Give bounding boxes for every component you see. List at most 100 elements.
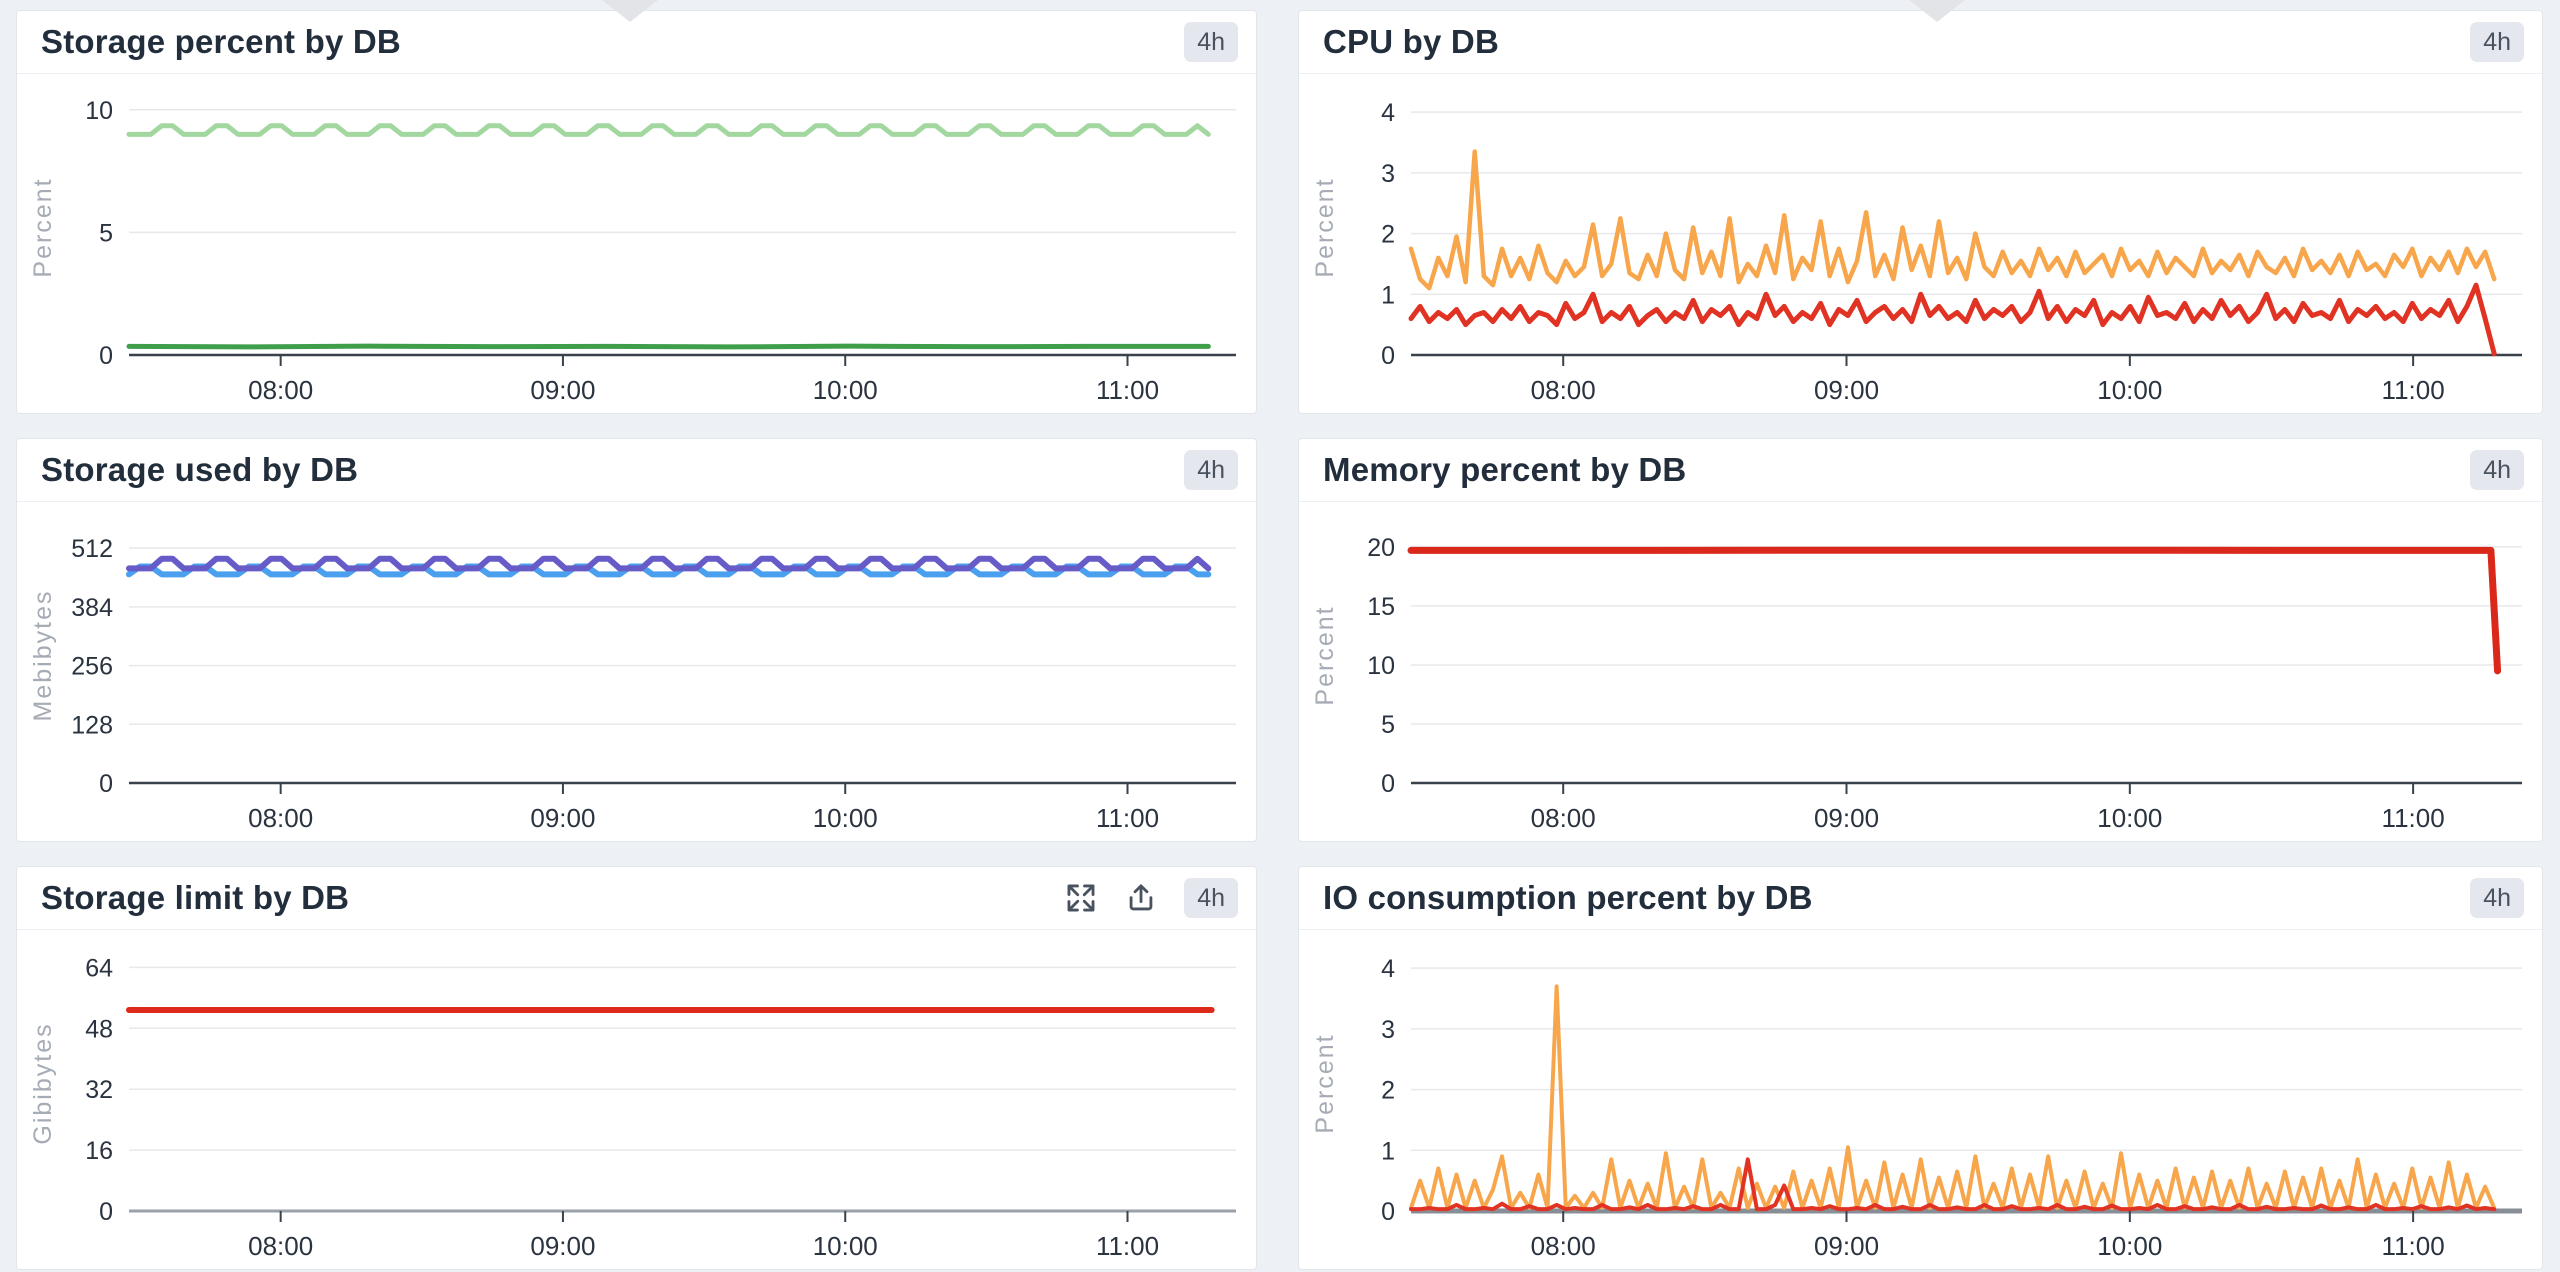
chart-area[interactable]: 08:00 09:00 10:00 11:00 0 1 2 3 4 Percent [1299,930,2542,1269]
series-db-2 [1408,282,2497,357]
y-tick-label: 2 [1381,1077,1395,1105]
x-tick-label: 08:00 [1531,803,1596,833]
y-tick-label: 4 [1381,99,1395,127]
expand-icon [1067,884,1095,912]
y-tick-label: 512 [71,535,113,563]
time-range-badge[interactable]: 4h [1184,878,1238,918]
x-tick-label: 11:00 [2382,1231,2445,1261]
panel-title: Storage limit by DB [41,879,350,916]
panel-title: Storage used by DB [41,451,359,488]
chart-area[interactable]: 08:00 09:00 10:00 11:00 0 128 256 384 512 Mebibyt… [17,502,1256,841]
x-tick-label: 09:00 [1814,1231,1879,1261]
chart-area[interactable]: 08:00 09:00 10:00 11:00 0 1 2 3 4 Percent [1299,74,2542,413]
time-range-badge[interactable]: 4h [2470,22,2524,62]
chart-area[interactable]: 08:00 09:00 10:00 11:00 0 5 10 Percent [17,74,1256,413]
panel-controls: 4h [1064,878,1238,918]
panel-title: Memory percent by DB [1323,451,1687,488]
x-tick-label: 10:00 [2097,375,2162,405]
x-tick-label: 08:00 [1531,375,1596,405]
chart-panel-storage-percent: Storage percent by DB 4h 08:00 09:00 10:00… [16,10,1257,414]
panel-header: Storage used by DB 4h [17,439,1256,502]
y-axis-label: Gibibytes [29,1022,57,1144]
x-tick-label: 10:00 [813,1231,878,1261]
panel-header: Storage limit by DB 4h [17,867,1256,930]
export-icon [1129,884,1153,911]
x-tick-label: 10:00 [2097,1231,2162,1261]
y-tick-label: 0 [99,1198,113,1226]
y-tick-label: 0 [1381,1198,1395,1226]
chart-panel-io-consumption: IO consumption percent by DB 4h 08:00 09:… [1298,866,2543,1270]
chart-svg: 08:00 09:00 10:00 11:00 0 1 2 3 4 Percent [1311,99,2522,405]
panel-controls: 4h [2470,450,2524,490]
panel-controls: 4h [2470,878,2524,918]
x-tick-label: 08:00 [248,375,313,405]
y-tick-label: 256 [71,653,113,681]
time-range-badge[interactable]: 4h [1184,450,1238,490]
panel-title: IO consumption percent by DB [1323,879,1813,916]
y-tick-label: 16 [85,1137,113,1165]
chart-svg: 08:00 09:00 10:00 11:00 0 128 256 384 512 Mebibyt… [29,535,1236,833]
series-db-1 [1408,149,2497,291]
y-tick-label: 384 [71,594,113,622]
x-tick-label: 09:00 [1814,375,1879,405]
x-tick-label: 10:00 [2097,803,2162,833]
y-tick-label: 20 [1367,534,1395,562]
scroll-indicator-arrow [602,0,658,22]
y-tick-label: 3 [1381,1016,1395,1044]
x-tick-label: 08:00 [248,1231,313,1261]
series-db-2 [126,343,1211,350]
y-tick-label: 0 [99,342,113,370]
x-tick-label: 09:00 [530,375,595,405]
y-tick-label: 64 [85,954,113,982]
y-axis-label: Percent [29,177,57,277]
time-range-badge[interactable]: 4h [1184,22,1238,62]
chart-svg: 08:00 09:00 10:00 11:00 0 1 2 3 4 Percent [1311,955,2522,1261]
y-tick-label: 48 [85,1015,113,1043]
y-axis-label: Mebibytes [29,590,57,722]
x-tick-label: 11:00 [1096,375,1159,405]
y-tick-label: 0 [99,770,113,798]
y-tick-label: 3 [1381,160,1395,188]
panel-title: CPU by DB [1323,23,1499,60]
panel-title: Storage percent by DB [41,23,401,60]
panel-controls: 4h [1184,450,1238,490]
chart-panel-storage-used: Storage used by DB 4h 08:00 09:00 10:00 11:… [16,438,1257,842]
x-tick-label: 08:00 [248,803,313,833]
y-tick-label: 0 [1381,770,1395,798]
chart-panel-memory-percent: Memory percent by DB 4h 08:00 09:00 10:00 1… [1298,438,2543,842]
time-range-badge[interactable]: 4h [2470,878,2524,918]
x-tick-label: 10:00 [813,803,878,833]
y-axis-label: Percent [1311,1033,1339,1133]
chart-svg: 08:00 09:00 10:00 11:00 0 16 32 48 64 Gibibytes [29,954,1236,1261]
chart-area[interactable]: 08:00 09:00 10:00 11:00 0 16 32 48 64 Gibibytes [17,930,1256,1269]
x-tick-label: 10:00 [813,375,878,405]
x-tick-label: 09:00 [530,803,595,833]
y-axis-label: Percent [1311,605,1339,705]
panel-header: Memory percent by DB 4h [1299,439,2542,502]
x-tick-label: 09:00 [530,1231,595,1261]
chart-panel-storage-limit: Storage limit by DB 4h [16,866,1257,1270]
y-tick-label: 10 [1367,652,1395,680]
time-range-badge[interactable]: 4h [2470,450,2524,490]
series-db-purple [126,555,1212,572]
y-tick-label: 0 [1381,342,1395,370]
panel-controls: 4h [2470,22,2524,62]
series-db-2 [1409,1157,2497,1212]
expand-chart-button[interactable] [1064,881,1098,915]
y-tick-label: 1 [1381,1137,1395,1165]
panel-header: Storage percent by DB 4h [17,11,1256,74]
chart-svg: 08:00 09:00 10:00 11:00 0 5 10 15 20 Percent [1311,534,2522,833]
y-tick-label: 1 [1381,281,1395,309]
export-chart-button[interactable] [1124,881,1158,915]
y-tick-label: 5 [1381,711,1395,739]
x-tick-label: 11:00 [2382,375,2445,405]
y-tick-label: 128 [71,711,113,739]
panel-controls: 4h [1184,22,1238,62]
y-tick-label: 5 [99,219,113,247]
chart-area[interactable]: 08:00 09:00 10:00 11:00 0 5 10 15 20 Percent [1299,502,2542,841]
y-tick-label: 10 [85,97,113,125]
chart-svg: 08:00 09:00 10:00 11:00 0 5 10 Percent [29,97,1236,405]
y-tick-label: 2 [1381,221,1395,249]
y-axis-label: Percent [1311,177,1339,277]
